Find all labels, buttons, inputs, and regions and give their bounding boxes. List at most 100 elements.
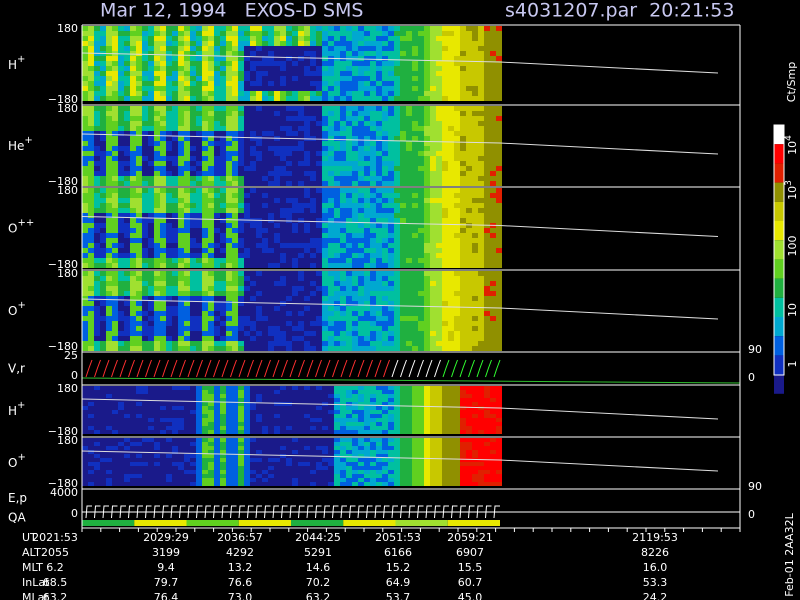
spectrogram-cell: [364, 228, 370, 233]
spectrogram-cell: [160, 141, 166, 146]
spectrogram-cell: [250, 151, 256, 156]
spectrogram-cell: [388, 228, 394, 233]
spectrogram-cell: [226, 410, 232, 414]
spectrogram-cell: [184, 91, 190, 96]
spectrogram-cell: [316, 281, 322, 286]
spectrogram-cell: [388, 341, 394, 346]
spectrogram-cell: [130, 76, 136, 81]
spectrogram-cell: [274, 141, 280, 146]
spectrogram-cell: [94, 253, 100, 258]
spectrogram-cell: [124, 126, 130, 131]
spectrogram-cell: [244, 56, 250, 61]
spectrogram-cell: [220, 61, 226, 66]
spectrogram-cell: [376, 66, 382, 71]
spectrogram-cell: [160, 61, 166, 66]
spectrogram-cell: [490, 161, 496, 166]
spectrogram-cell: [430, 271, 436, 276]
spectrogram-cell: [340, 151, 346, 156]
spectrogram-cell: [214, 66, 220, 71]
spectrogram-cell: [394, 86, 400, 91]
spectrogram-cell: [154, 286, 160, 291]
spectrogram-cell: [178, 96, 184, 101]
spectrogram-cell: [280, 131, 286, 136]
spectrogram-cell: [430, 341, 436, 346]
spectrogram-cell: [82, 61, 88, 66]
spectrogram-cell: [478, 36, 484, 41]
spectrogram-cell: [448, 253, 454, 258]
spectrogram-cell: [280, 151, 286, 156]
spectrogram-cell: [358, 193, 364, 198]
spectrogram-cell: [322, 316, 328, 321]
spectrogram-cell: [112, 171, 118, 176]
spectrogram-cell: [220, 406, 226, 410]
spectrogram-cell: [190, 161, 196, 166]
spectrogram-cell: [214, 156, 220, 161]
spectrogram-cell: [274, 46, 280, 51]
spectrogram-cell: [154, 136, 160, 141]
spectrogram-cell: [382, 331, 388, 336]
spectrogram-cell: [196, 198, 202, 203]
spectrogram-cell: [382, 263, 388, 268]
spectrogram-cell: [190, 203, 196, 208]
spectrogram-cell: [370, 41, 376, 46]
spectrogram-cell: [274, 61, 280, 66]
spectrogram-cell: [304, 346, 310, 351]
spectrogram-cell: [202, 286, 208, 291]
spectrogram-cell: [118, 326, 124, 331]
spectrogram-cell: [358, 151, 364, 156]
spectrogram-cell: [208, 326, 214, 331]
spectrogram-cell: [136, 311, 142, 316]
spectrogram-cell: [352, 296, 358, 301]
spectrogram-cell: [178, 336, 184, 341]
spectrogram-cell: [490, 263, 496, 268]
spectrogram-cell: [166, 76, 172, 81]
spectrogram-cell: [124, 341, 130, 346]
spectrogram-cell: [424, 271, 430, 276]
spectrogram-cell: [172, 286, 178, 291]
spectrogram-cell: [268, 96, 274, 101]
spectrogram-cell: [214, 198, 220, 203]
spectrogram-cell: [286, 141, 292, 146]
spectrogram-cell: [238, 331, 244, 336]
spectrogram-cell: [478, 161, 484, 166]
spectrogram-cell: [202, 176, 208, 181]
spectrogram-cell: [172, 176, 178, 181]
spectrogram-cell: [298, 193, 304, 198]
spectrogram-cell: [214, 176, 220, 181]
spectrogram-cell: [118, 46, 124, 51]
spectrogram-cell: [364, 341, 370, 346]
spectrogram-cell: [364, 301, 370, 306]
spectrogram-cell: [484, 248, 490, 253]
spectrogram-cell: [406, 126, 412, 131]
spectrogram-cell: [298, 188, 304, 193]
spectrogram-cell: [160, 213, 166, 218]
spectrogram-cell: [466, 51, 472, 56]
spectrogram-cell: [190, 188, 196, 193]
spectrogram-cell: [328, 406, 334, 410]
spectrogram-cell: [286, 151, 292, 156]
spectrogram-cell: [130, 41, 136, 46]
spectrogram-cell: [340, 418, 346, 422]
spectrogram-cell: [406, 301, 412, 306]
spectrogram-cell: [226, 203, 232, 208]
spectrogram-cell: [232, 136, 238, 141]
spectrogram-cell: [190, 193, 196, 198]
spectrogram-cell: [148, 71, 154, 76]
spectrogram-cell: [142, 406, 148, 410]
spectrogram-cell: [340, 166, 346, 171]
spectrogram-cell: [208, 281, 214, 286]
spectrogram-cell: [268, 213, 274, 218]
spectrogram-cell: [94, 66, 100, 71]
spectrogram-cell: [496, 176, 502, 181]
spectrogram-cell: [358, 36, 364, 41]
spectrogram-cell: [472, 258, 478, 263]
spectrogram-cell: [430, 281, 436, 286]
spectrogram-cell: [214, 248, 220, 253]
spectrogram-cell: [406, 258, 412, 263]
spectrogram-cell: [304, 426, 310, 430]
spectrogram-cell: [298, 86, 304, 91]
spectrogram-cell: [364, 291, 370, 296]
spectrogram-cell: [316, 276, 322, 281]
spectrogram-cell: [454, 126, 460, 131]
spectrogram-cell: [448, 81, 454, 86]
